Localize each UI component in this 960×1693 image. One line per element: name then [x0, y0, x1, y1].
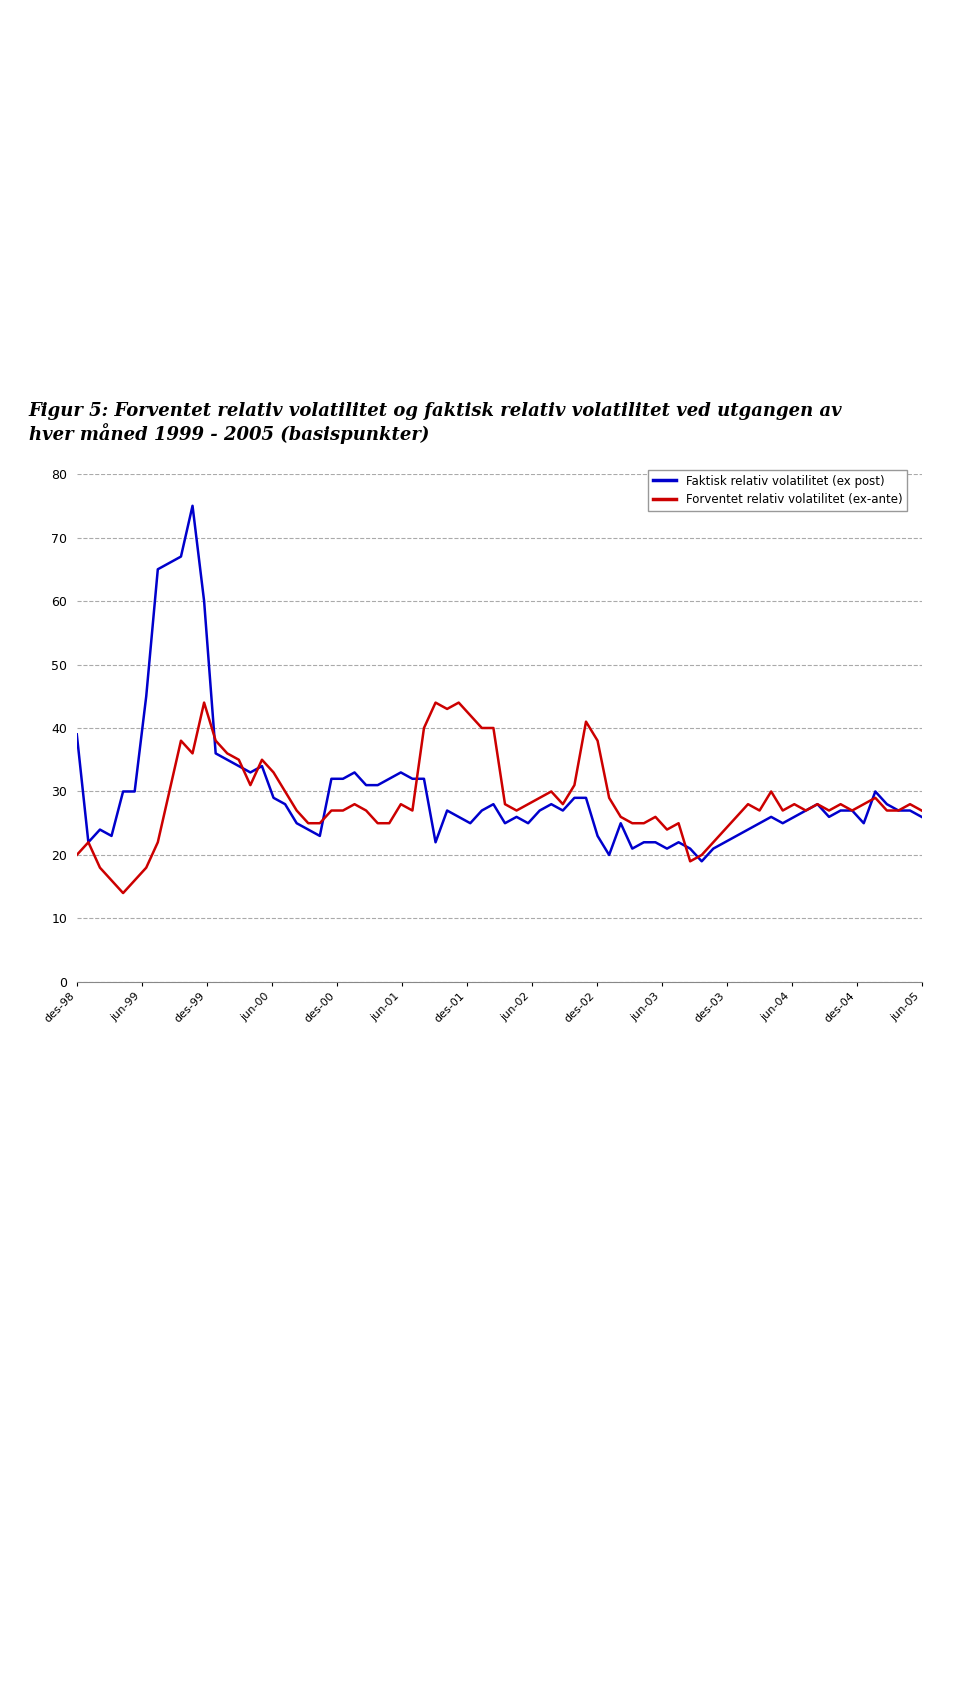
Legend: Faktisk relativ volatilitet (ex post), Forventet relativ volatilitet (ex-ante): Faktisk relativ volatilitet (ex post), F…: [648, 469, 907, 511]
Text: Figur 5: Forventet relativ volatilitet og faktisk relativ volatilitet ved utgang: Figur 5: Forventet relativ volatilitet o…: [29, 403, 843, 444]
